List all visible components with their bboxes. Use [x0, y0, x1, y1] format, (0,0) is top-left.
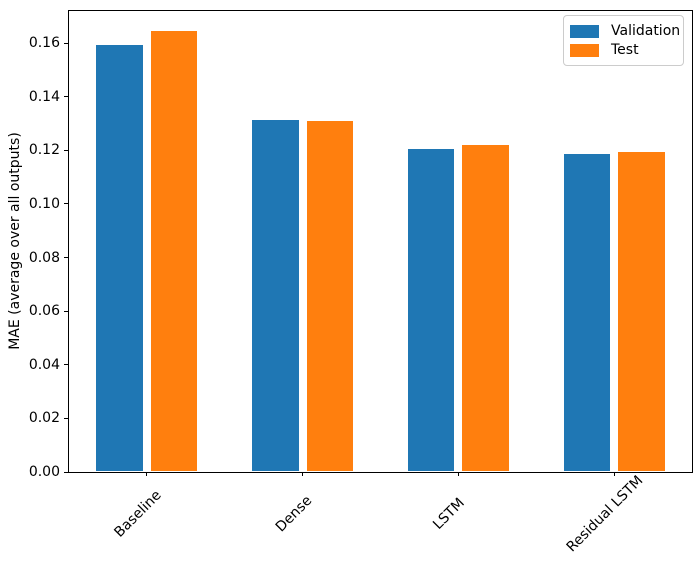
- y-tick-label: 0.04: [28, 356, 60, 373]
- x-tick-label-dense: Dense: [272, 492, 315, 536]
- x-tick-label-lstm: LSTM: [430, 495, 469, 533]
- y-tick-label: 0.02: [28, 410, 60, 427]
- validation-color-swatch: [570, 24, 599, 38]
- y-axis-label: MAE (average over all outputs): [7, 132, 23, 350]
- x-tick-label-baseline: Baseline: [111, 487, 165, 541]
- legend-item-validation: Validation: [570, 22, 680, 40]
- legend-label-validation: Validation: [611, 23, 681, 39]
- y-tick-label: 0.00: [28, 464, 60, 480]
- axes-spines: [68, 10, 693, 473]
- legend-label-test: Test: [611, 42, 639, 58]
- legend: Validation Test: [563, 15, 684, 66]
- x-tick-label-residual-lstm: Residual LSTM: [563, 472, 647, 556]
- test-color-swatch: [570, 43, 599, 57]
- y-tick-label: 0.16: [28, 35, 60, 52]
- y-tick-label: 0.14: [28, 88, 60, 105]
- legend-item-test: Test: [570, 41, 674, 59]
